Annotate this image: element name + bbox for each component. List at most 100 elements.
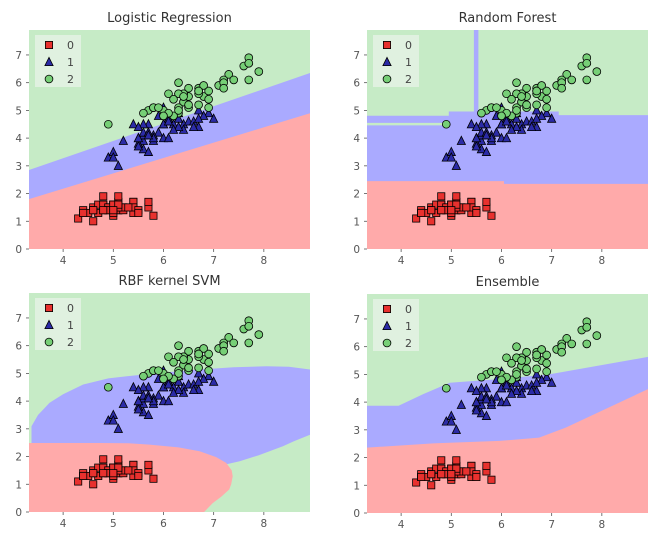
point-class-2 (502, 89, 511, 99)
point-class-1 (451, 160, 462, 170)
point-class-2 (199, 344, 208, 353)
legend: 0 1 2 (373, 299, 419, 351)
point-class-1 (118, 398, 129, 408)
point-class-0 (452, 464, 461, 473)
point-class-2 (477, 372, 486, 382)
point-class-1 (536, 374, 547, 384)
point-class-2 (567, 75, 577, 85)
point-class-1 (536, 110, 547, 120)
point-class-0 (487, 475, 496, 484)
point-class-2 (512, 78, 521, 87)
point-class-0 (114, 192, 123, 201)
x-tick-label: 4 (60, 255, 67, 267)
y-tick-label: 1 (15, 479, 22, 491)
point-class-0 (487, 211, 496, 220)
point-class-1 (133, 140, 144, 151)
point-class-1 (173, 384, 184, 395)
point-class-0 (437, 192, 446, 201)
x-tick-label: 8 (598, 519, 605, 531)
point-class-0 (437, 456, 446, 465)
y-tick-label: 4 (353, 397, 360, 409)
point-class-2 (592, 67, 602, 76)
point-class-0 (427, 206, 436, 215)
legend-marker-0 (382, 41, 391, 50)
point-class-1 (491, 391, 502, 401)
region-class-0 (367, 181, 648, 249)
y-tick-label: 5 (15, 368, 22, 380)
point-class-0 (417, 208, 426, 217)
point-class-2 (522, 83, 531, 93)
region-class-1 (31, 366, 310, 465)
point-class-1 (133, 395, 144, 406)
point-class-2 (159, 111, 168, 121)
point-class-1 (501, 396, 512, 407)
point-class-2 (224, 70, 234, 79)
subplot-title: Random Forest (459, 11, 557, 26)
point-class-2 (522, 364, 531, 374)
point-class-1 (193, 113, 204, 123)
legend-label: 1 (67, 319, 74, 332)
point-class-2 (174, 369, 183, 378)
point-class-1 (481, 129, 492, 140)
x-tick-label: 6 (498, 255, 505, 267)
point-class-2 (174, 106, 183, 115)
point-class-2 (532, 364, 541, 374)
point-class-1 (203, 370, 214, 381)
point-class-0 (114, 200, 123, 209)
point-class-1 (506, 388, 517, 398)
point-class-1 (541, 371, 552, 382)
y-tick-label: 1 (353, 480, 360, 492)
data-points (412, 53, 602, 226)
legend-label: 1 (67, 56, 74, 69)
point-class-0 (99, 192, 108, 201)
point-class-1 (451, 424, 462, 434)
point-class-1 (188, 121, 199, 132)
point-class-1 (173, 121, 184, 132)
y-tick-label: 2 (15, 452, 22, 464)
point-class-2 (542, 86, 551, 96)
point-class-1 (471, 121, 482, 132)
point-class-1 (163, 378, 174, 389)
point-class-0 (134, 208, 143, 217)
point-class-0 (74, 477, 83, 486)
legend-label: 0 (405, 39, 412, 52)
point-class-1 (531, 377, 542, 387)
y-tick-label: 6 (15, 341, 22, 353)
y-tick-label: 7 (15, 313, 22, 325)
point-class-2 (492, 103, 501, 112)
point-class-2 (169, 95, 178, 104)
legend-marker-1 (44, 56, 54, 66)
decision-regions (29, 293, 310, 512)
point-class-2 (532, 86, 541, 96)
y-tick-label: 1 (353, 216, 360, 228)
point-class-1 (198, 110, 209, 120)
y-tick-label: 0 (353, 244, 360, 256)
point-class-0 (462, 203, 471, 212)
point-class-2 (199, 81, 208, 90)
y-tick-label: 0 (15, 244, 22, 256)
point-class-1 (133, 121, 144, 132)
point-class-1 (491, 127, 502, 137)
point-class-1 (163, 115, 174, 126)
subplot: Logistic Regression 4 5 6 7 8 0 1 2 3 4 5 6 7 0 1 2 (15, 11, 310, 267)
point-class-1 (481, 393, 492, 404)
point-class-2 (502, 353, 511, 363)
point-class-2 (194, 349, 203, 359)
point-class-2 (139, 108, 148, 118)
point-class-1 (456, 135, 467, 145)
point-class-1 (143, 146, 154, 156)
point-class-2 (164, 352, 173, 362)
point-class-2 (537, 81, 546, 90)
point-class-1 (168, 387, 179, 397)
x-tick-label: 5 (448, 519, 455, 531)
subplot-title: Ensemble (476, 275, 540, 290)
point-class-2 (154, 366, 163, 375)
point-class-1 (208, 113, 219, 123)
point-class-2 (542, 95, 551, 104)
point-class-2 (557, 347, 566, 357)
point-class-2 (184, 100, 193, 110)
legend-label: 2 (405, 337, 412, 350)
point-class-2 (229, 75, 239, 85)
point-class-0 (124, 466, 133, 475)
